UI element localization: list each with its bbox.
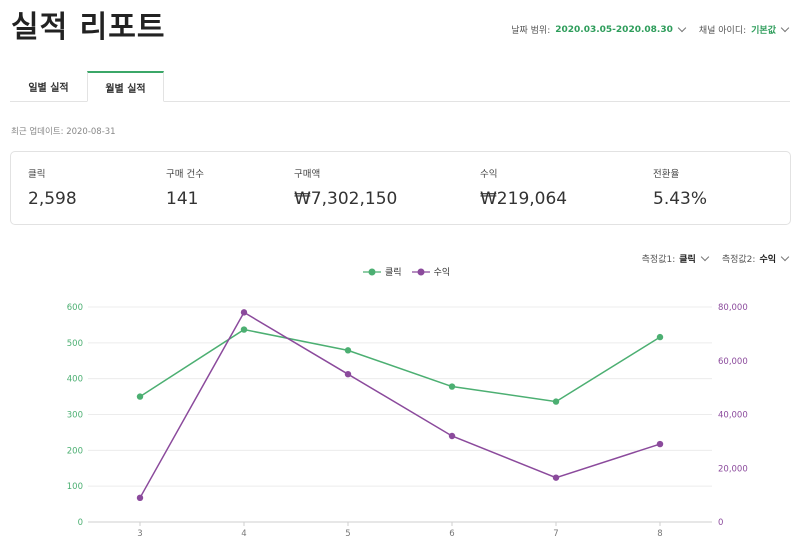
metric-selectors: 측정값1: 클릭 측정값2: 수익: [628, 252, 790, 265]
data-point-clicks: [552, 398, 560, 405]
metric-1-selector[interactable]: 측정값1: 클릭: [641, 252, 710, 265]
x-tick-label: 6: [449, 529, 454, 539]
kpi-revenue: 수익 ₩219,064: [480, 166, 567, 209]
kpi-value: ₩219,064: [480, 189, 568, 209]
x-tick-label: 7: [553, 529, 558, 539]
metric-2-value: 수익: [759, 255, 776, 265]
tab-monthly[interactable]: 월별 실적: [87, 71, 164, 102]
date-range-selector[interactable]: 날짜 범위: 2020.03.05-2020.08.30: [511, 23, 687, 36]
kpi-conversion-rate: 전환율 5.43%: [653, 166, 707, 209]
y-left-tick-label: 500: [67, 339, 83, 349]
y-left-tick-label: 200: [67, 446, 83, 456]
legend-item-clicks[interactable]: 클릭: [363, 265, 402, 278]
data-point-clicks: [656, 333, 664, 341]
date-range-value: 2020.03.05-2020.08.30: [555, 24, 673, 35]
kpi-label: 구매 건수: [166, 169, 204, 180]
legend-line-marker-icon: [411, 268, 430, 275]
legend-line-marker-icon: [363, 268, 381, 275]
y-left-tick-label: 100: [67, 482, 83, 492]
y-right-tick-label: 60,000: [718, 357, 748, 367]
data-point-revenue: [240, 309, 248, 316]
legend-label: 수익: [433, 268, 451, 278]
metric-1-value: 클릭: [679, 255, 696, 265]
last-updated-text: 최근 업데이트: 2020-08-31: [11, 127, 116, 137]
kpi-purchases: 구매 건수 141: [166, 166, 204, 209]
date-range-label: 날짜 범위:: [511, 26, 551, 36]
x-tick-label: 4: [241, 529, 246, 539]
y-left-tick-label: 600: [67, 303, 83, 313]
y-right-tick-label: 80,000: [718, 303, 748, 313]
y-left-tick-label: 300: [67, 411, 83, 421]
y-left-tick-label: 0: [78, 518, 83, 528]
y-right-tick-label: 40,000: [718, 411, 748, 421]
legend-label: 클릭: [385, 268, 402, 278]
x-tick-label: 3: [137, 529, 142, 539]
kpi-label: 클릭: [28, 169, 46, 180]
tab-daily[interactable]: 일별 실적: [28, 83, 69, 94]
kpi-purchase-amount: 구매액 ₩7,302,150: [294, 166, 397, 209]
data-point-revenue: [344, 370, 352, 378]
chart-legend: 클릭 수익: [363, 265, 460, 278]
kpi-summary-card: 클릭 2,598 구매 건수 141 구매액 ₩7,302,150 수익 ₩21…: [10, 151, 791, 225]
x-tick-label: 5: [345, 529, 350, 539]
kpi-value: 141: [166, 189, 199, 209]
metric-2-label: 측정값2:: [721, 255, 756, 265]
data-point-clicks: [240, 326, 248, 333]
metric-2-selector[interactable]: 측정값2: 수익: [721, 252, 790, 265]
filter-bar: 날짜 범위: 2020.03.05-2020.08.30 채널 아이디: 기본값: [497, 23, 790, 36]
y-left-tick-label: 400: [67, 375, 83, 385]
metric-1-label: 측정값1:: [641, 255, 676, 265]
report-tabs: 일별 실적 월별 실적: [10, 71, 790, 102]
kpi-value: 5.43%: [653, 189, 708, 209]
data-point-clicks: [344, 347, 352, 354]
x-tick-label: 8: [657, 529, 662, 539]
y-right-tick-label: 0: [718, 518, 723, 528]
legend-item-revenue[interactable]: 수익: [411, 265, 451, 278]
data-point-revenue: [656, 440, 664, 448]
kpi-value: 2,598: [28, 189, 77, 209]
data-point-revenue: [552, 474, 560, 481]
kpi-label: 전환율: [653, 169, 680, 180]
kpi-label: 구매액: [294, 169, 321, 180]
kpi-label: 수익: [480, 169, 498, 180]
series-line-revenue: [139, 311, 661, 499]
data-point-revenue: [448, 432, 456, 440]
data-point-clicks: [136, 393, 144, 400]
y-right-tick-label: 20,000: [718, 464, 748, 474]
kpi-clicks: 클릭 2,598: [28, 166, 77, 209]
kpi-value: ₩7,302,150: [294, 189, 398, 209]
channel-id-selector[interactable]: 채널 아이디: 기본값: [698, 23, 790, 36]
series-line-clicks: [139, 328, 661, 403]
channel-id-value: 기본값: [751, 26, 776, 36]
data-point-clicks: [448, 383, 456, 390]
data-point-revenue: [136, 494, 144, 502]
page-title: 실적 리포트: [11, 10, 166, 45]
channel-id-label: 채널 아이디:: [698, 26, 747, 36]
